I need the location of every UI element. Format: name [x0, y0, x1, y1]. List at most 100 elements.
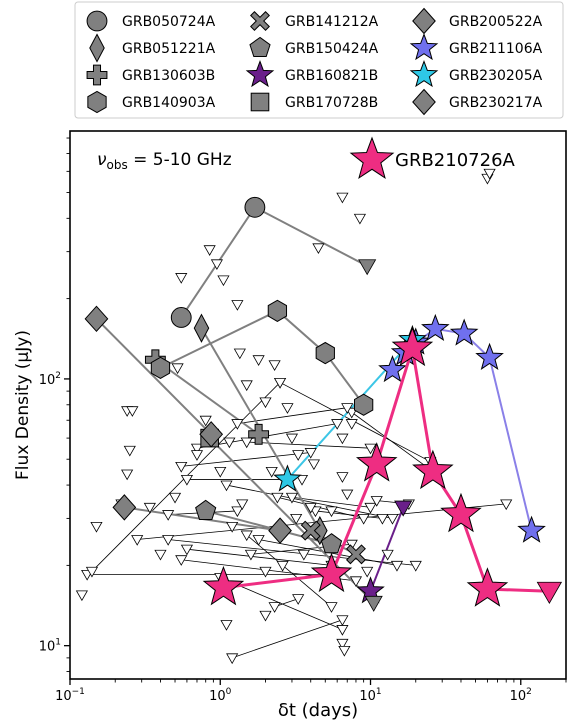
legend-entry-label: GRB130603B [122, 68, 215, 84]
legend-entry-label: GRB200522A [449, 14, 543, 30]
upper-limit-marker [312, 243, 325, 255]
upper-limit-marker [325, 602, 338, 613]
upper-limit-marker [336, 433, 349, 445]
limit-connector [291, 496, 371, 508]
upper-limit-marker [364, 502, 377, 514]
legend-marker [249, 36, 271, 58]
upper-limit-marker [265, 466, 278, 478]
upper-limit-marker [175, 461, 188, 473]
legend-entry-label: GRB050724A [122, 14, 216, 30]
highlight-series [202, 326, 563, 607]
detection-markers [84, 196, 546, 612]
highlight-label-group: GRB210726A [349, 136, 516, 180]
upper-limit-marker [217, 275, 230, 287]
upper-limit-marker [226, 653, 239, 665]
upper-limit-marker [364, 443, 377, 455]
legend-marker [409, 59, 439, 88]
upper-limit-marker [345, 419, 358, 430]
upper-limit-marker [85, 566, 99, 578]
upper-limit-marker [336, 615, 349, 627]
upper-limit-marker [292, 450, 305, 461]
y-tick-label: 102 [39, 371, 61, 388]
upper-limit-marker [271, 492, 284, 504]
legend-frame [74, 1, 564, 119]
legend-marker [250, 11, 270, 31]
upper-limit-marker [268, 360, 281, 371]
frequency-annotation: νobs = 5-10 GHz [97, 150, 232, 172]
upper-limit-marker [180, 544, 194, 556]
limit-connector [351, 411, 434, 472]
legend-marker [86, 64, 108, 86]
upper-limit-marker [168, 492, 182, 504]
series-point [421, 313, 450, 342]
limit-connector [232, 619, 343, 659]
upper-limit-marker [376, 513, 389, 525]
upper-limit-marker [336, 192, 349, 204]
upper-limit-marker [123, 445, 136, 457]
legend-entry-label: GRB211106A [449, 41, 543, 57]
upper-limit-marker [244, 549, 258, 561]
series-point [449, 318, 479, 346]
limit-connector [246, 534, 332, 607]
series-upper-limit [358, 259, 377, 276]
upper-limit-marker [273, 378, 287, 389]
highlight-label-star [349, 136, 395, 180]
upper-limit-marker [75, 590, 88, 602]
upper-limit-marker [240, 380, 253, 392]
upper-limit-marker [180, 474, 194, 486]
upper-limit-marker [370, 496, 383, 507]
upper-limit-marker [162, 510, 175, 521]
legend-marker [89, 33, 105, 63]
upper-limit-marker [210, 259, 223, 271]
upper-limit-marker [361, 566, 374, 578]
upper-limit-marker [259, 610, 272, 622]
upper-limit-marker [231, 300, 244, 311]
series-point [353, 393, 374, 416]
upper-limit-marker [331, 419, 344, 430]
upper-limit-marker [259, 397, 272, 409]
upper-limit-marker [341, 403, 354, 414]
series-point [378, 354, 407, 383]
highlight-point [310, 552, 353, 593]
upper-limit-marker [226, 521, 239, 533]
upper-limit-marker [325, 506, 338, 518]
x-tick-label: 10−1 [55, 687, 85, 704]
x-axis-label: δt (days) [278, 700, 358, 720]
highlight-line [223, 347, 550, 593]
upper-limit-marker [162, 535, 175, 546]
y-axis-label: Flux Density (μJy) [13, 330, 33, 480]
legend-marker [245, 59, 275, 88]
upper-limit-marker [214, 466, 227, 478]
upper-limit-marker [131, 535, 144, 546]
highlight-point [391, 326, 434, 367]
series-upper-limit [394, 500, 413, 517]
legend-entry-label: GRB230217A [449, 95, 543, 111]
highlight-point [466, 567, 509, 607]
upper-limit-marker [292, 594, 305, 605]
upper-limit-marker [252, 535, 265, 546]
upper-limit-marker [483, 168, 496, 180]
series-point [315, 341, 335, 365]
upper-limit-marker [285, 492, 299, 504]
upper-limit-marker [345, 539, 358, 551]
legend-entry-label: GRB150424A [285, 41, 379, 57]
upper-limit-marker [175, 273, 188, 284]
upper-limit-marker [295, 474, 309, 486]
upper-limit-marker [341, 489, 354, 501]
series-point [268, 517, 292, 544]
upper-limit-marker [357, 513, 370, 525]
series-point [248, 423, 270, 445]
upper-limit-marker [233, 348, 246, 360]
legend-entry-label: GRB051221A [122, 41, 216, 57]
upper-limit-marker [154, 549, 167, 561]
legend-marker [86, 10, 108, 32]
legend: GRB050724A GRB051221A GRB130603B GRB140903A… [74, 1, 564, 119]
upper-limit-marker [307, 459, 320, 471]
upper-limit-marker [500, 499, 513, 511]
upper-limit-marker [240, 530, 253, 542]
upper-limit-marker [220, 620, 233, 631]
legend-marker [250, 92, 270, 112]
series-point [193, 313, 210, 343]
series-line [95, 318, 212, 436]
upper-limit-marker [290, 513, 303, 525]
